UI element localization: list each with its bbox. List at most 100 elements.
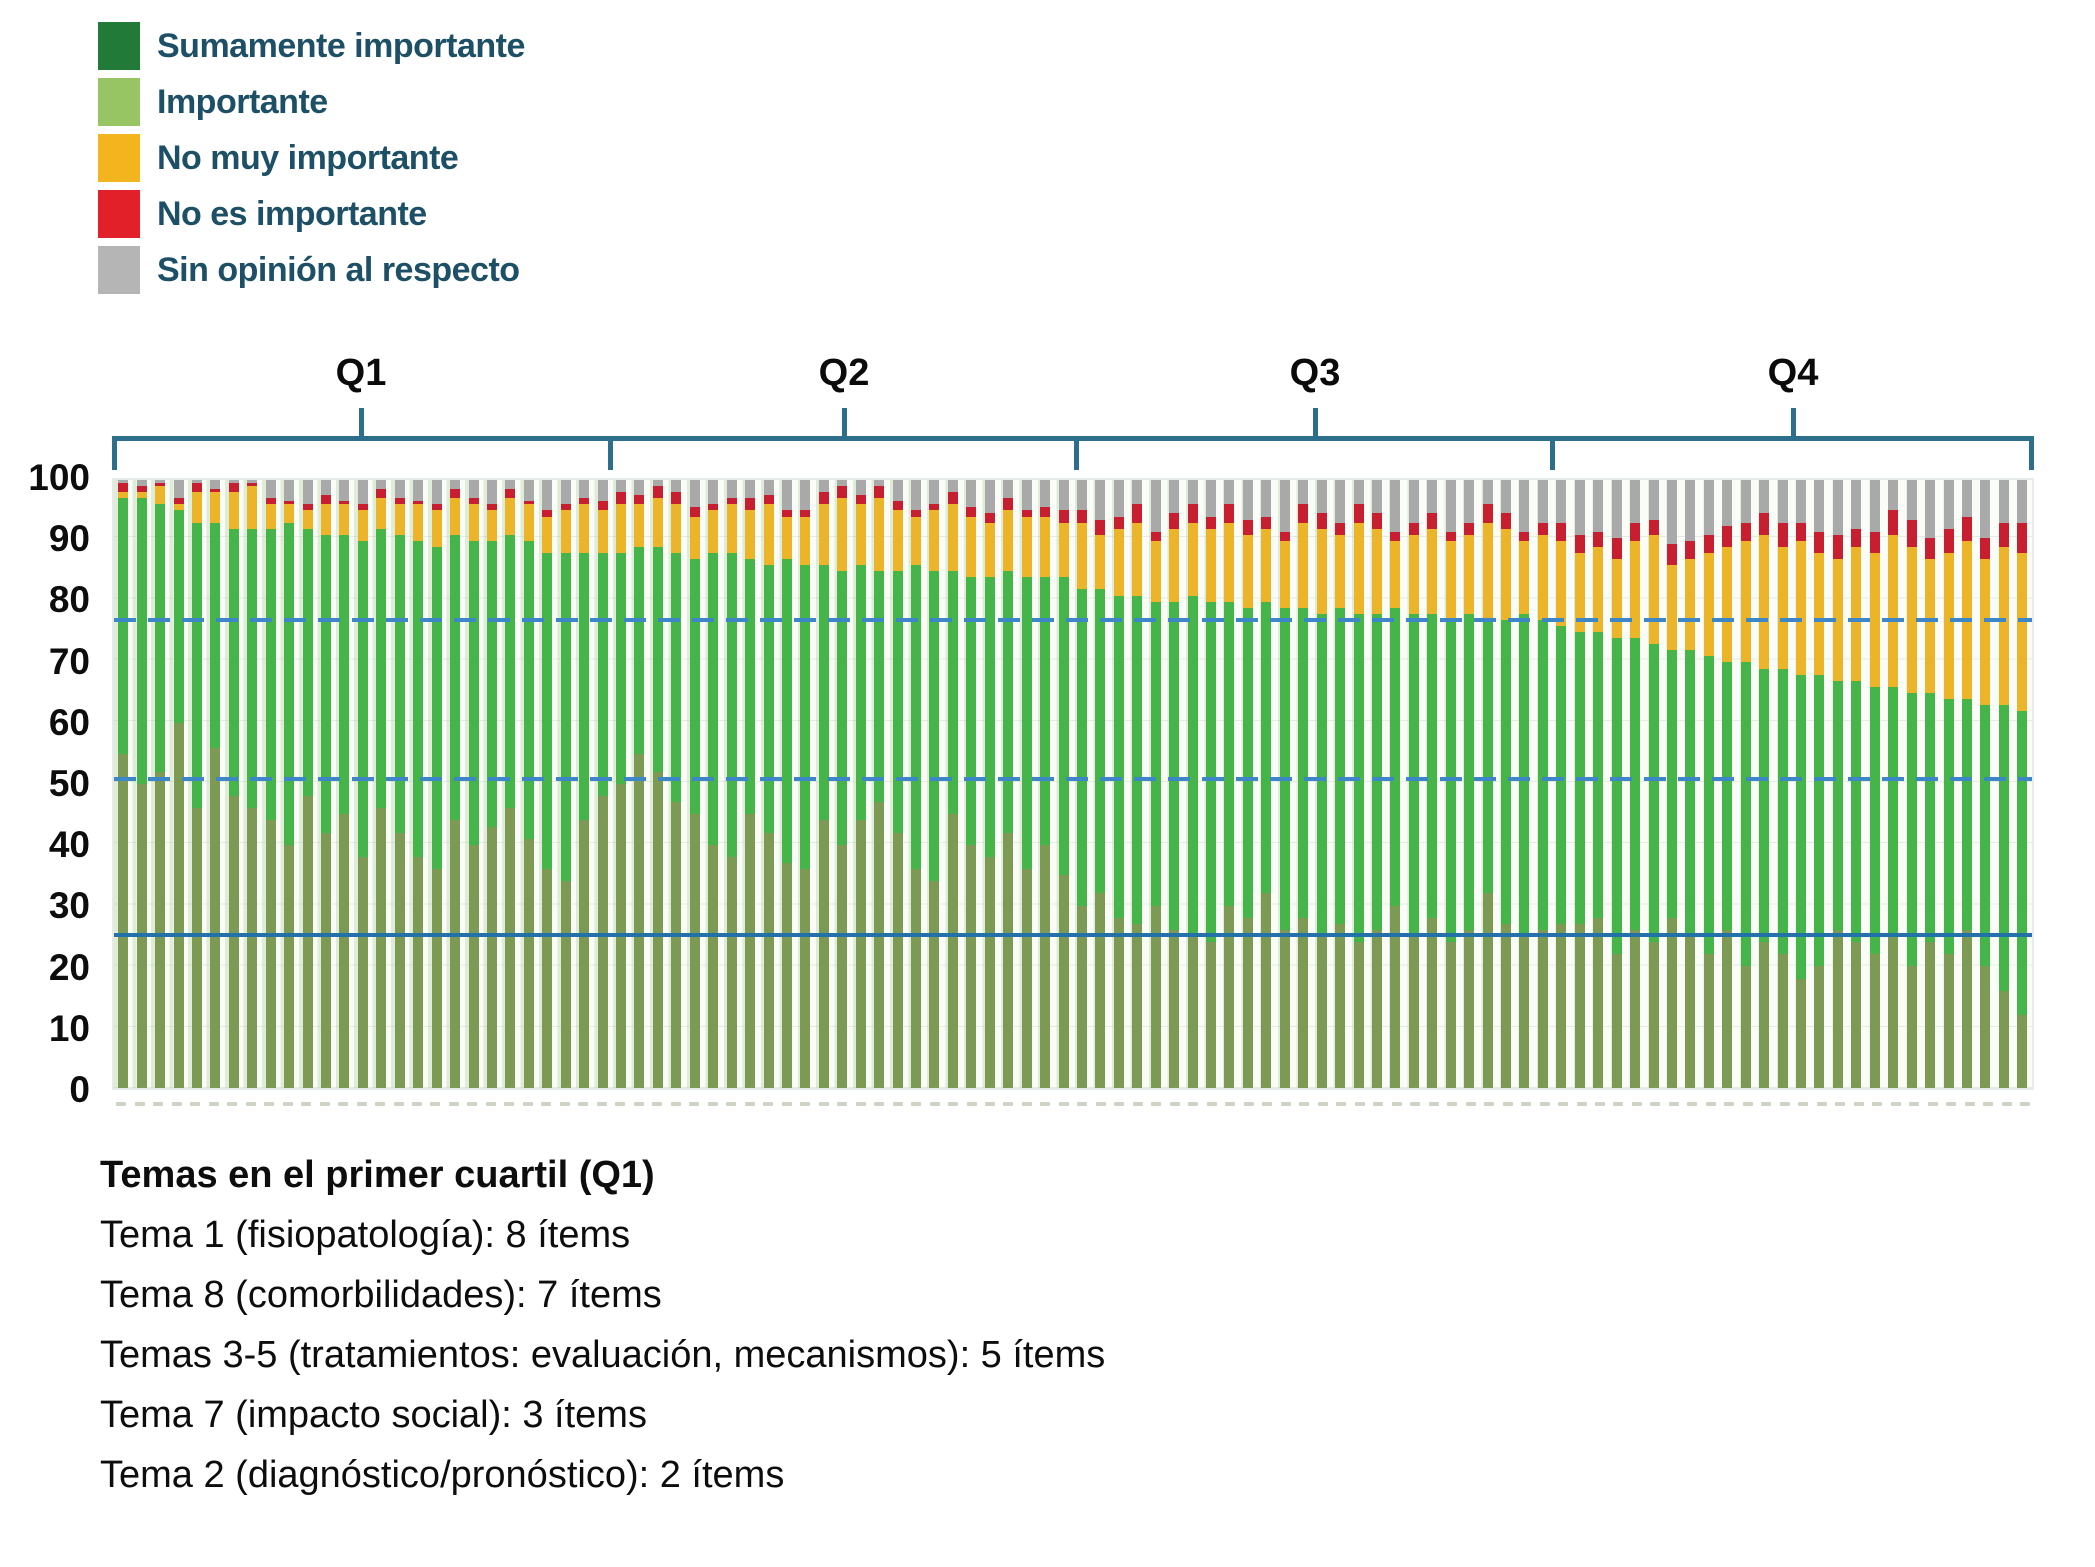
x-tick-mark (190, 1102, 201, 1106)
bar-segment-no-muy-importante (486, 510, 497, 541)
x-tick-mark (689, 1102, 700, 1106)
bar-segment-sumamente-importante (1003, 832, 1014, 1088)
bar-segment-no-muy-importante (1390, 540, 1401, 608)
bar (837, 480, 848, 1088)
x-mark-slot (1683, 1100, 1701, 1108)
bar-segment-no-es-importante (1464, 522, 1475, 535)
bar-slot (907, 480, 925, 1088)
bar-segment-no-muy-importante (892, 510, 903, 572)
bar-segment-sin-opini-n-al-respecto (265, 480, 276, 499)
bar-segment-importante (1703, 656, 1714, 955)
bar-segment-no-muy-importante (745, 510, 756, 560)
bar-segment-sumamente-importante (339, 814, 350, 1088)
bar (1888, 480, 1899, 1088)
bar (1279, 480, 1290, 1088)
bar-segment-no-muy-importante (284, 504, 295, 523)
bar-segment-importante (1371, 613, 1382, 930)
bar (1593, 480, 1604, 1088)
bar-segment-no-muy-importante (1113, 528, 1124, 596)
bar-segment-importante (523, 540, 534, 839)
x-mark-slot (130, 1100, 148, 1108)
bar-segment-importante (1224, 601, 1235, 906)
bar-segment-sumamente-importante (1943, 954, 1954, 1088)
x-tick-mark (1631, 1102, 1642, 1106)
bar-segment-sin-opini-n-al-respecto (1408, 480, 1419, 523)
bar-segment-sin-opini-n-al-respecto (1482, 480, 1493, 505)
bar-segment-no-es-importante (1998, 522, 2009, 547)
x-mark-slot (574, 1100, 592, 1108)
x-tick-mark (2020, 1102, 2031, 1106)
x-mark-slot (463, 1100, 481, 1108)
x-mark-slot (149, 1100, 167, 1108)
bracket-tick-up-q4 (1791, 408, 1796, 436)
bar-segment-sin-opini-n-al-respecto (560, 480, 571, 505)
bar-segment-no-es-importante (1759, 513, 1770, 535)
bar-slot (1239, 480, 1257, 1088)
bar-segment-importante (1427, 613, 1438, 918)
bar-segment-sumamente-importante (523, 838, 534, 1088)
bar-segment-sin-opini-n-al-respecto (302, 480, 313, 505)
bar-segment-sin-opini-n-al-respecto (468, 480, 479, 499)
bar-segment-importante (1648, 644, 1659, 943)
bar-segment-sumamente-importante (597, 796, 608, 1088)
y-tick-label: 60 (48, 701, 90, 743)
bar-segment-no-es-importante (1648, 519, 1659, 535)
bar-slot (1755, 480, 1773, 1088)
bar-segment-sin-opini-n-al-respecto (1445, 480, 1456, 532)
y-tick-label: 50 (48, 763, 90, 804)
x-mark-slot (1221, 1100, 1239, 1108)
bar-segment-no-muy-importante (1427, 528, 1438, 614)
bar-segment-importante (1777, 668, 1788, 955)
bar-segment-no-es-importante (1408, 522, 1419, 535)
bar-segment-sumamente-importante (1261, 893, 1272, 1088)
bar (302, 480, 313, 1088)
bar-segment-no-es-importante (284, 501, 295, 505)
x-tick-mark (1521, 1102, 1532, 1106)
x-mark-slot (1147, 1100, 1165, 1108)
bar-segment-sin-opini-n-al-respecto (1371, 480, 1382, 514)
bar (1556, 480, 1567, 1088)
bar-segment-no-es-importante (966, 507, 977, 517)
bar-segment-no-muy-importante (118, 492, 129, 499)
bar-slot (833, 480, 851, 1088)
legend-swatch (98, 78, 140, 126)
x-mark-slot (907, 1100, 925, 1108)
bar-segment-importante (1242, 607, 1253, 918)
bar-segment-sin-opini-n-al-respecto (1869, 480, 1880, 532)
bar-segment-no-es-importante (1187, 504, 1198, 523)
x-tick-mark (1668, 1102, 1679, 1106)
bar-slot (1884, 480, 1902, 1088)
x-tick-mark (1299, 1102, 1310, 1106)
bar-slot (1147, 480, 1165, 1088)
bar-segment-importante (818, 565, 829, 821)
bar (247, 480, 258, 1088)
x-mark-slot (1036, 1100, 1054, 1108)
bar-segment-sumamente-importante (1095, 893, 1106, 1088)
bar-slot (557, 480, 575, 1088)
x-tick-mark (1280, 1102, 1291, 1106)
bar-slot (1405, 480, 1423, 1088)
x-tick-mark (393, 1102, 404, 1106)
bar-segment-sin-opini-n-al-respecto (118, 480, 129, 484)
bar-segment-sin-opini-n-al-respecto (1113, 480, 1124, 517)
x-tick-mark (1816, 1102, 1827, 1106)
bar-segment-no-muy-importante (1445, 540, 1456, 620)
bar-segment-no-es-importante (210, 489, 221, 493)
x-mark-slot (704, 1100, 722, 1108)
bar-slot (704, 480, 722, 1088)
bar-segment-sumamente-importante (1132, 923, 1143, 1088)
bar-slot (741, 480, 759, 1088)
bar-slot (1534, 480, 1552, 1088)
bar-segment-no-es-importante (560, 504, 571, 511)
bar-segment-sumamente-importante (1390, 905, 1401, 1088)
bar-segment-sin-opini-n-al-respecto (1998, 480, 2009, 523)
bar-segment-no-es-importante (616, 492, 627, 505)
note-line: Tema 7 (impacto social): 3 ítems (100, 1394, 647, 1436)
bar-slot (575, 480, 593, 1088)
bar-slot (1681, 480, 1699, 1088)
x-mark-slot (796, 1100, 814, 1108)
x-tick-mark (1594, 1102, 1605, 1106)
x-tick-mark (375, 1102, 386, 1106)
quartile-label-q1: Q1 (335, 352, 387, 394)
bar-segment-no-muy-importante (1537, 534, 1548, 620)
